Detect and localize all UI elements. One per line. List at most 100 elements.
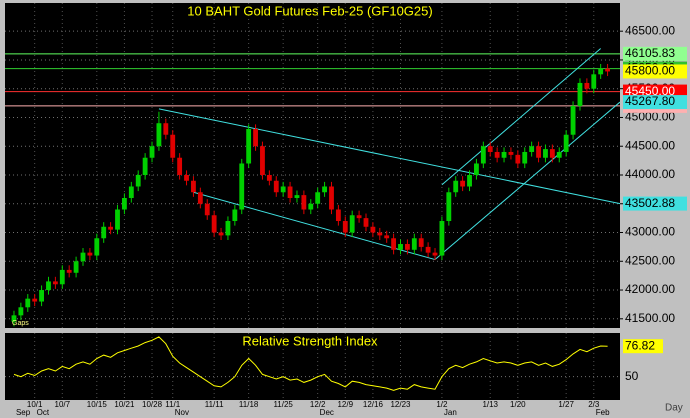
candle-body: [204, 203, 210, 216]
trendline-box: [623, 95, 687, 110]
candle-body: [94, 238, 100, 256]
candle-body: [87, 252, 93, 256]
x-tick-label: 1/13: [482, 400, 498, 409]
candle-body: [225, 221, 231, 236]
candle-body: [467, 174, 472, 187]
candle-body: [156, 123, 162, 147]
candle-body: [501, 151, 507, 158]
candle-body: [453, 180, 459, 193]
trendline: [441, 48, 601, 186]
rsi-panel: [5, 333, 620, 400]
candle-body: [515, 154, 521, 164]
candle-body: [25, 298, 31, 308]
candle-body: [411, 238, 417, 250]
candle-body: [432, 252, 438, 256]
trendline: [434, 101, 621, 260]
candle-body: [543, 149, 548, 158]
y-tick-label: 42000.00: [625, 282, 675, 296]
candle-body: [18, 307, 24, 316]
month-label: Oct: [37, 408, 50, 417]
candle-body: [549, 149, 555, 158]
candle-body: [280, 186, 286, 193]
candle-body: [494, 151, 500, 158]
candle-body: [508, 151, 514, 155]
trendline-label: 43502.88: [625, 196, 675, 210]
candle-body: [377, 232, 383, 236]
candle-body: [363, 218, 369, 227]
candle-body: [149, 146, 155, 158]
x-tick-label: 10/1: [27, 400, 43, 409]
rsi-last-box: [623, 339, 663, 354]
month-label: Dec: [320, 408, 334, 417]
candle-body: [563, 134, 569, 152]
candle-body: [115, 209, 120, 230]
candle-body: [59, 269, 65, 285]
candle-body: [418, 238, 424, 247]
candle-body: [128, 186, 134, 198]
level-box: [623, 46, 687, 61]
last-price-label: 45800.00: [625, 64, 675, 78]
candle-body: [287, 186, 293, 198]
x-tick-label: 2/3: [588, 400, 600, 409]
candle-body: [39, 290, 44, 302]
y-tick-label: 45000.00: [625, 110, 675, 124]
candle-body: [329, 186, 334, 210]
candle-body: [460, 180, 466, 187]
x-tick-label: 12/16: [363, 400, 384, 409]
candle-body: [32, 298, 38, 302]
candle-body: [121, 198, 127, 210]
x-tick-label: 10/15: [87, 400, 108, 409]
candle-body: [398, 244, 403, 250]
candle-body: [46, 281, 51, 291]
candle-body: [211, 215, 217, 233]
x-tick-label: 11/1: [165, 400, 181, 409]
candle-body: [335, 209, 341, 222]
candle-body: [487, 146, 493, 152]
trendline-box: [623, 196, 687, 211]
layer: 41500.0042000.0042500.0043000.0043500.00…: [5, 3, 687, 417]
candle-body: [480, 146, 486, 164]
month-label: Nov: [175, 408, 189, 417]
candle-body: [425, 246, 431, 253]
x-tick-label: 11/11: [205, 400, 224, 409]
x-tick-label: 10/7: [55, 400, 71, 409]
candle-body: [135, 174, 141, 187]
candle-body: [404, 244, 410, 250]
candle-body: [239, 163, 245, 210]
x-tick-label: 12/9: [337, 400, 353, 409]
x-tick-label: 11/18: [239, 400, 259, 409]
trendline-label: 45267.80: [625, 94, 675, 108]
candle-body: [391, 238, 397, 250]
y-tick-label: 41500.00: [625, 311, 675, 325]
level-label: 46105.83: [625, 46, 675, 60]
candle-body: [191, 180, 196, 193]
month-label: Jan: [444, 408, 457, 417]
candle-body: [73, 261, 79, 273]
candle-body: [598, 68, 604, 75]
candle-body: [577, 82, 583, 106]
last-price-box: [623, 64, 687, 79]
candle-body: [529, 146, 535, 152]
candle-body: [294, 195, 300, 198]
period-label: Day: [665, 403, 683, 414]
candle-body: [177, 157, 183, 175]
candle-body: [349, 215, 355, 233]
chart-title: 10 BAHT Gold Futures Feb-25 (GF10G25): [187, 3, 432, 18]
candle-body: [556, 151, 562, 158]
rsi-line: [13, 336, 608, 391]
candle-body: [301, 195, 307, 210]
candle-body: [11, 315, 17, 322]
candle-body: [584, 82, 590, 89]
candle-body: [260, 146, 265, 175]
candle-body: [570, 105, 576, 135]
candle-body: [232, 209, 238, 222]
candle-body: [52, 281, 58, 285]
candle-body: [591, 74, 597, 89]
candle-body: [315, 192, 321, 204]
y-tick-label: 42500.00: [625, 253, 675, 267]
candle-body: [446, 192, 452, 222]
rsi-last-label: 76.82: [625, 338, 655, 352]
rsi-title: Relative Strength Index: [242, 333, 378, 348]
candle-body: [384, 235, 390, 239]
x-tick-label: 1/20: [510, 400, 526, 409]
